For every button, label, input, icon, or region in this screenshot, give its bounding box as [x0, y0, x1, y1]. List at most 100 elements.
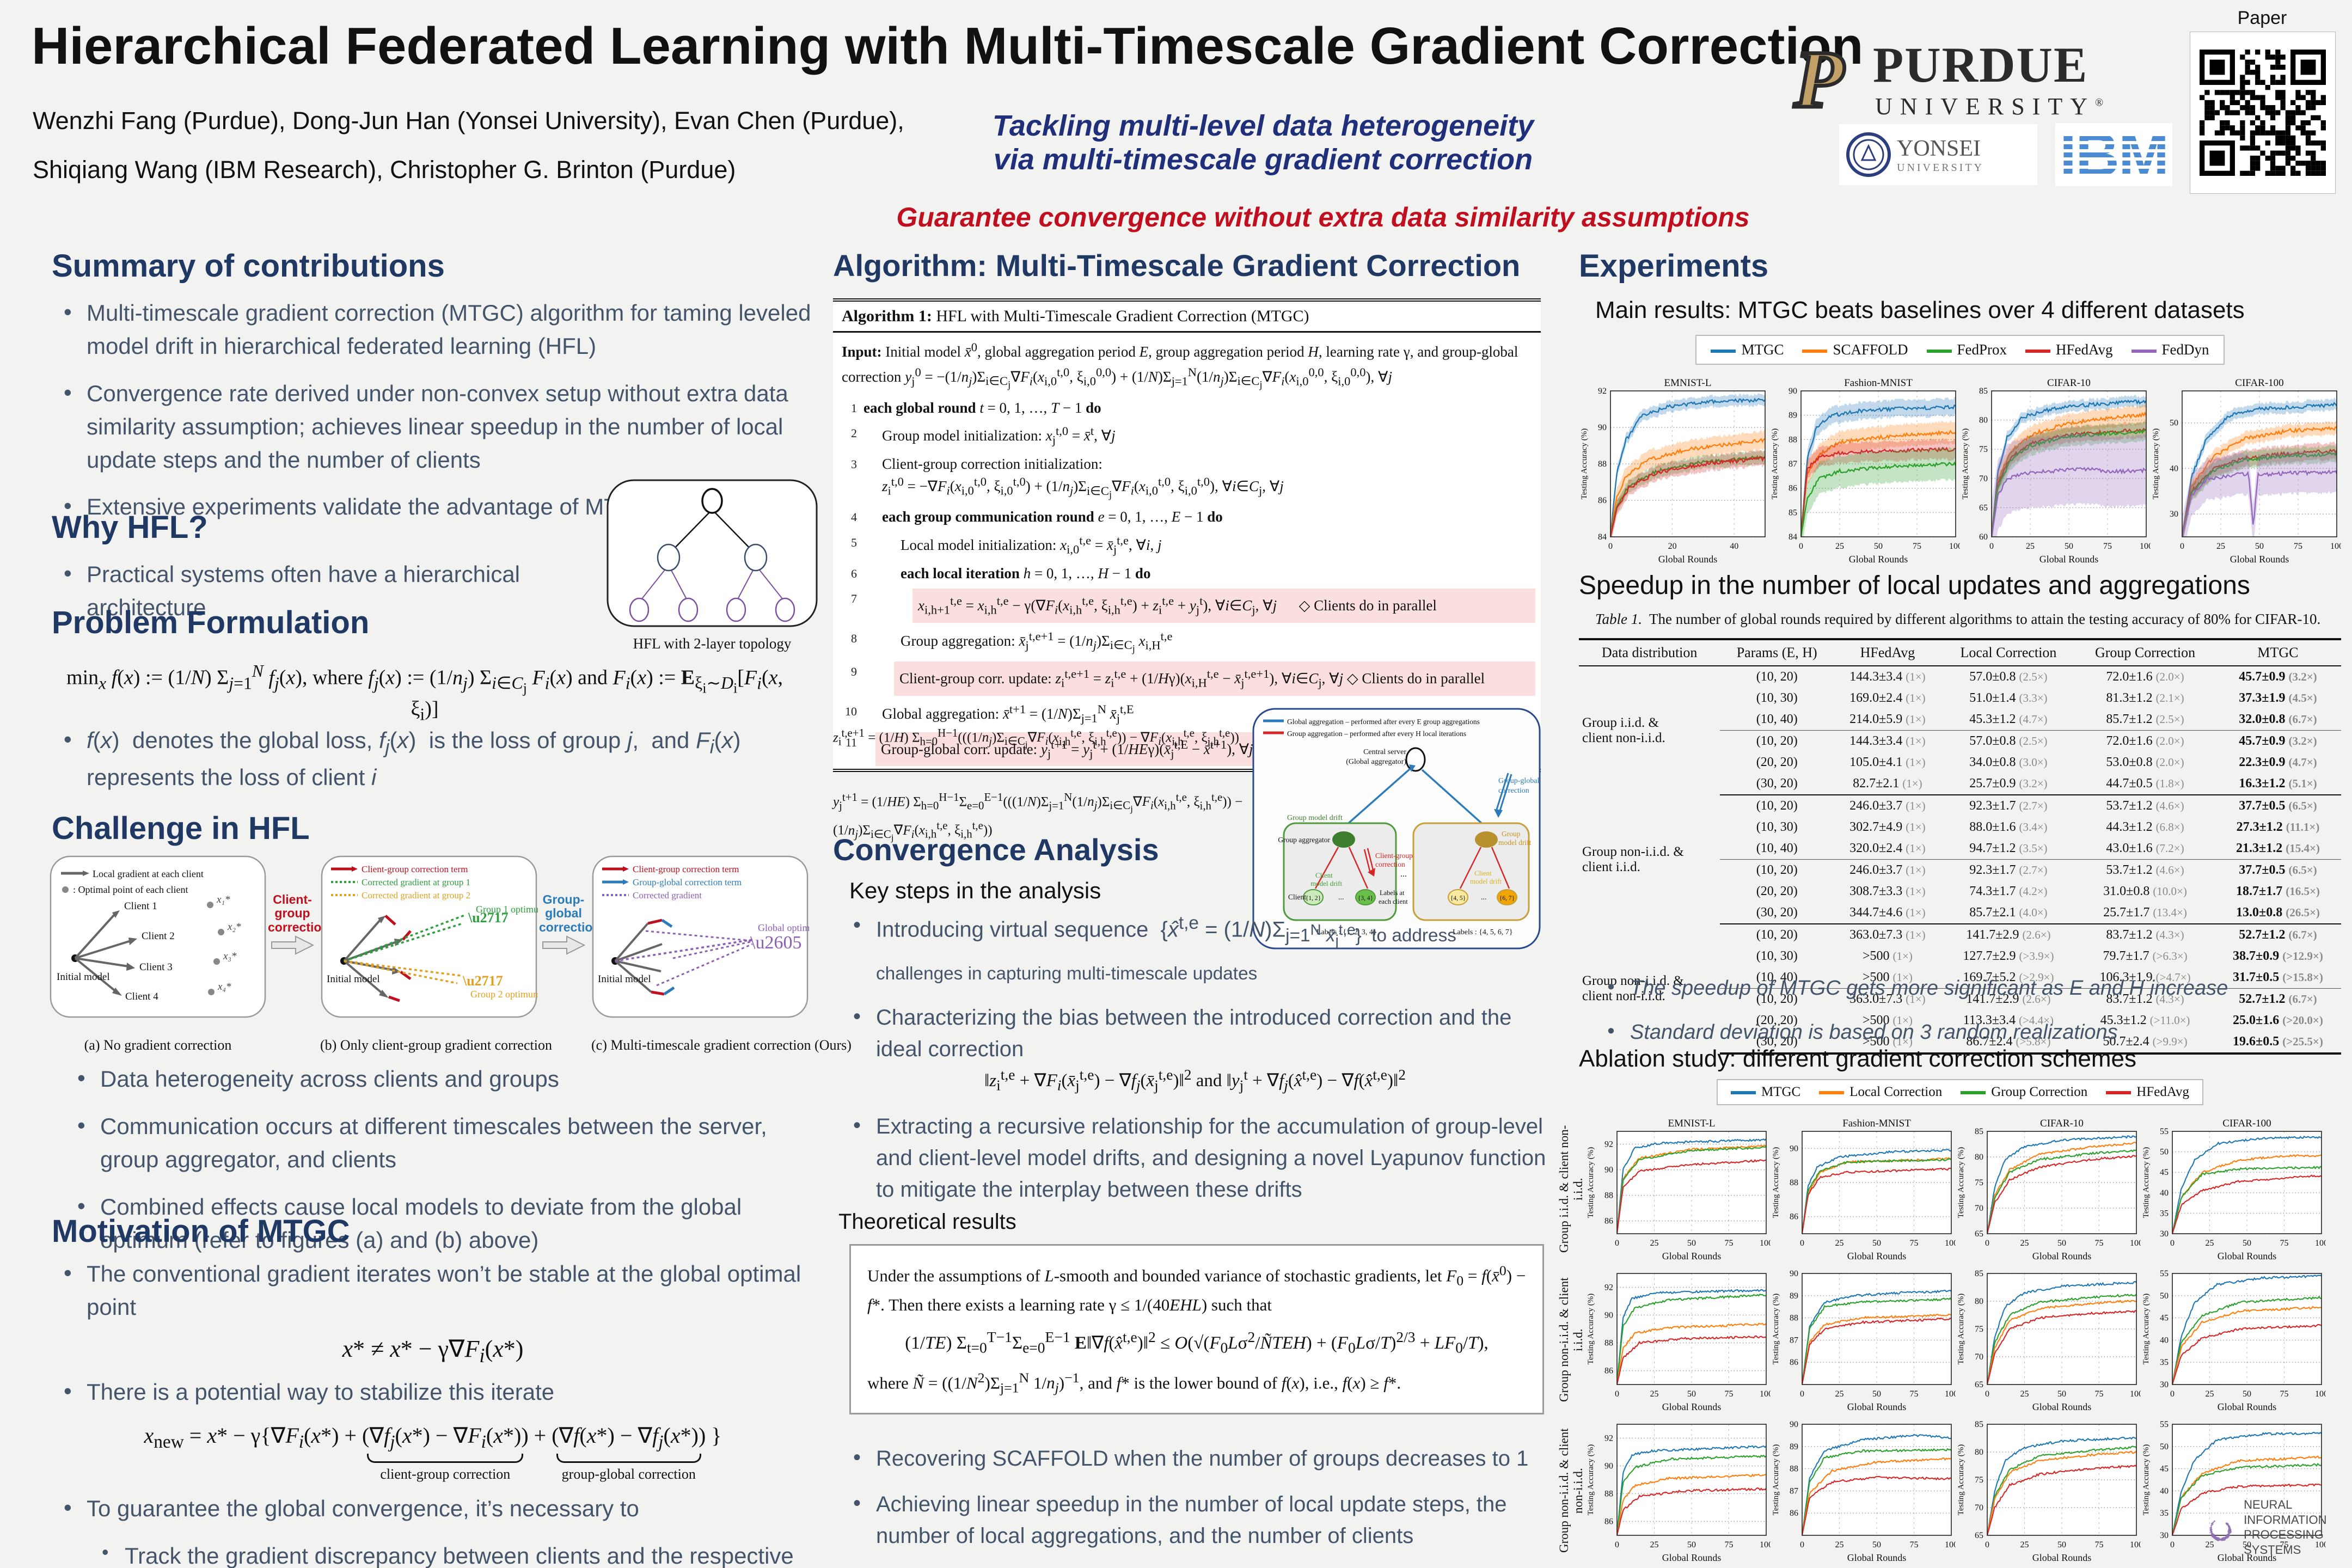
legend-item: MTGC — [1711, 341, 1784, 358]
svg-text:50: 50 — [1687, 1540, 1696, 1549]
section-algorithm: Algorithm: Multi-Timescale Gradient Corr… — [833, 248, 1521, 283]
registered-mark: ® — [2094, 96, 2111, 109]
svg-text:Client 4: Client 4 — [125, 991, 158, 1002]
legend-item: SCAFFOLD — [1802, 341, 1908, 358]
svg-text:88: 88 — [1790, 1465, 1798, 1474]
yonsei-university: UNIVERSITY — [1897, 161, 1984, 174]
svg-text:Testing Accuracy (%): Testing Accuracy (%) — [1580, 428, 1589, 500]
legend-item: FedProx — [1926, 341, 2007, 358]
tagline: Tackling multi-level data heterogeneity … — [898, 109, 1628, 176]
svg-text:Group-global: Group-global — [1498, 777, 1540, 785]
svg-text:Client: Client — [1474, 869, 1492, 877]
summary-bullet-1: Multi-timescale gradient correction (MTG… — [52, 296, 814, 363]
abl-chart-r1-cifar10: 0 25 50 75 100 65 70 75 80 85 CIFAR-10 Global Round… — [1956, 1115, 2143, 1266]
svg-text:100: 100 — [1945, 1540, 1956, 1549]
hfl-topology-figure: HFL with 2-layer topology — [605, 478, 819, 652]
legend-item: FedDyn — [2131, 341, 2209, 358]
svg-text:Global aggregation – performed: Global aggregation – performed after eve… — [1287, 718, 1480, 726]
table-row: (30, 20) 344.7±4.6 (1×) 85.7±2.1 (4.0×) 25.… — [1579, 902, 2341, 924]
svg-text:92: 92 — [1604, 1434, 1613, 1443]
svg-text:0: 0 — [1985, 1540, 1989, 1549]
summary-bullets: Multi-timescale gradient correction (MTG… — [52, 296, 814, 538]
svg-text:0: 0 — [2180, 542, 2184, 551]
svg-text:40: 40 — [2160, 1486, 2169, 1496]
algorithm-line-3: 3 Client-group correction initialization:… — [851, 455, 1284, 501]
bias-eq: ‖zit,e + ∇Fi(x̄jt,e) − ∇fj(x̄jt,e)‖2 and… — [984, 1066, 1406, 1094]
algorithm-line-5: 5 Local model initialization: xi,0t,e = x… — [851, 533, 1162, 556]
convergence-bullets: Introducing virtual sequence {x̂t,e = (1… — [841, 909, 1543, 1079]
svg-text:\u2717: \u2717 — [462, 973, 503, 989]
algorithm-box: Algorithm 1: HFL with Multi-Timescale Gr… — [833, 298, 1541, 773]
svg-text:25: 25 — [2026, 542, 2035, 551]
svg-text:Client 2: Client 2 — [142, 930, 175, 942]
svg-text:{3, 4}: {3, 4} — [1358, 895, 1373, 902]
svg-text:Global Rounds: Global Rounds — [2039, 554, 2099, 565]
svg-text:Group aggregator: Group aggregator — [1278, 836, 1330, 844]
motivation-block: The conventional gradient iterates won’t… — [52, 1257, 814, 1568]
ibm-wordmark: IBM — [2059, 120, 2169, 189]
svg-text:90: 90 — [1598, 423, 1607, 432]
svg-text:92: 92 — [1604, 1283, 1613, 1293]
svg-text:92: 92 — [1604, 1140, 1613, 1149]
main-charts-row: 0 20 40 84 86 88 90 92 EMNIST-L Global Rounds Test… — [1579, 375, 2343, 569]
svg-text:50: 50 — [2057, 1389, 2066, 1399]
svg-text:80: 80 — [1975, 1153, 1983, 1162]
svg-text:30: 30 — [2170, 510, 2178, 519]
challenge-fig-c-icon: Client-group correction term Group-globa… — [592, 855, 823, 1018]
svg-text:85: 85 — [1975, 1269, 1983, 1278]
svg-text:Global Rounds: Global Rounds — [2230, 554, 2289, 565]
yonsei-logo: YONSEI UNIVERSITY — [1839, 124, 2037, 185]
table-row: (10, 40) 214.0±5.9 (1×) 45.3±1.2 (4.7×) 85.… — [1756, 712, 2317, 726]
svg-text:25: 25 — [2020, 1239, 2029, 1248]
summary-bullet-2: Convergence rate derived under non-conve… — [52, 376, 814, 477]
svg-text:Testing Accuracy (%): Testing Accuracy (%) — [1772, 1294, 1780, 1365]
motivation-eq2: xnew = x* − γ{∇Fi(x*) + (∇fj(x*) − ∇Fi(x… — [144, 1423, 722, 1483]
svg-text:0: 0 — [1989, 542, 1994, 551]
svg-text:75: 75 — [1910, 1239, 1919, 1248]
section-convergence: Convergence Analysis — [833, 832, 1159, 867]
svg-text:100: 100 — [2130, 1540, 2141, 1549]
hfl-correction-diagram-icon: Global aggregation – performed after eve… — [1252, 708, 1541, 950]
svg-text:86: 86 — [1790, 1212, 1798, 1222]
svg-text:88: 88 — [1788, 435, 1797, 444]
hfl-tree-icon — [607, 479, 818, 627]
challenge-fig-c: Client-group correction term Group-globa… — [591, 855, 852, 1054]
abl-chart-r2-cifar10: 0 25 50 75 100 65 70 75 80 85 Global Rounds Testing… — [1956, 1266, 2143, 1417]
svg-text:100: 100 — [2315, 1239, 2326, 1248]
svg-text:50: 50 — [2243, 1389, 2251, 1399]
svg-text:EMNIST-L: EMNIST-L — [1664, 377, 1712, 389]
svg-text:92: 92 — [1598, 387, 1607, 396]
svg-text:Corrected gradient at group 1: Corrected gradient at group 1 — [362, 877, 470, 887]
svg-text:50: 50 — [2160, 1442, 2169, 1451]
svg-text:86: 86 — [1604, 1517, 1613, 1527]
ibm-logo: IBM — [2055, 121, 2172, 189]
legend-item: Local Correction — [1819, 1085, 1942, 1100]
svg-text:25: 25 — [1650, 1239, 1659, 1248]
svg-text:each client: each client — [1379, 898, 1408, 905]
svg-text:88: 88 — [1598, 460, 1607, 469]
algorithm-line-4: 4 each group communication round e = 0, 1… — [851, 509, 1223, 525]
svg-text:0: 0 — [1615, 1540, 1619, 1549]
correction-eq-y: yjt+1 = (1/HE) Σh=0H−1Σe=0E−1(((1/N)Σj=1… — [833, 791, 1243, 843]
svg-text:65: 65 — [1975, 1380, 1983, 1389]
key-steps-label: Key steps in the analysis — [849, 878, 1101, 903]
ablation-row-label-2: Group non-i.i.d. & client i.i.d. — [1557, 1277, 1585, 1402]
svg-text:Testing Accuracy (%): Testing Accuracy (%) — [1772, 1444, 1780, 1516]
table-row: Group non-i.i.d. & client non-i.i.d. (10, … — [1582, 928, 2317, 1003]
svg-text:100: 100 — [2130, 1239, 2141, 1248]
svg-text:90: 90 — [1604, 1462, 1613, 1471]
table-notes: The speedup of MTGC gets more significan… — [1595, 972, 2336, 1062]
svg-text:x₁*: x₁* — [216, 894, 230, 905]
svg-text:25: 25 — [1835, 1540, 1844, 1549]
svg-text:0: 0 — [2170, 1239, 2175, 1248]
svg-text:70: 70 — [1975, 1352, 1983, 1362]
svg-text:75: 75 — [2280, 1540, 2289, 1549]
svg-text:86: 86 — [1604, 1367, 1613, 1376]
challenge-fig-a: Local gradient at each client : Optimal … — [49, 855, 267, 1054]
svg-text:0: 0 — [1985, 1389, 1989, 1399]
neurips-swirl-icon — [2209, 1520, 2232, 1541]
table-row: (10, 20) 144.3±3.4 (1×) 57.0±0.8 (2.5×) 72.… — [1579, 730, 2341, 752]
abl-chart-r2-cifar100: 0 25 50 75 100 30 35 40 45 50 55 Global Rounds Testi… — [2141, 1266, 2328, 1417]
svg-text:Fashion-MNIST: Fashion-MNIST — [1842, 1118, 1911, 1129]
